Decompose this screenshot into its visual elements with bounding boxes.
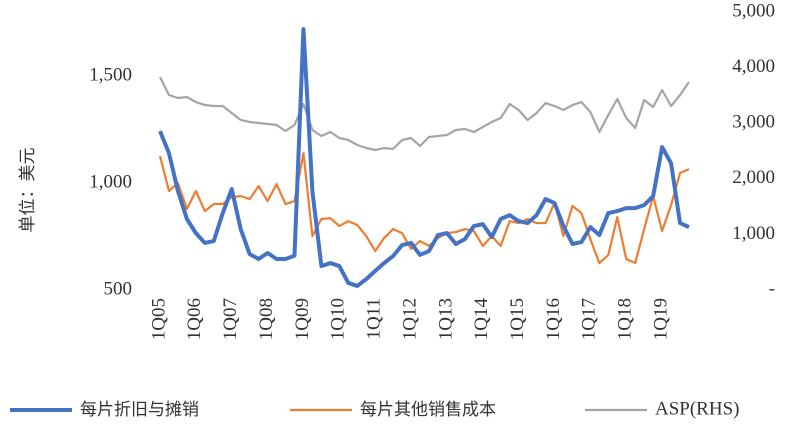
x-tick-label: 1Q06 [184,298,205,340]
y2-tick-label: 3,000 [732,112,775,133]
x-tick-label: 1Q11 [364,298,385,340]
legend-label: 每片折旧与摊销 [80,400,199,420]
series-line [158,27,690,288]
x-tick-label: 1Q17 [579,298,600,340]
x-tick-label: 1Q07 [220,298,241,340]
x-tick-label: 1Q18 [615,298,636,340]
y-axis-title: 单位：美元 [18,148,38,233]
y-tick-label: 1,500 [89,65,132,86]
y2-tick-label: 5,000 [732,0,775,21]
x-tick-label: 1Q15 [507,298,528,340]
y2-tick-label: 4,000 [732,56,775,77]
x-tick-label: 1Q13 [435,298,456,340]
y2-tick-label: 2,000 [732,167,775,188]
y2-tick-label: - [769,278,775,299]
series-line [159,76,690,152]
x-tick-label: 1Q19 [650,298,671,340]
x-tick-label: 1Q10 [328,298,349,340]
series-line [158,152,690,265]
x-tick-label: 1Q09 [292,298,313,340]
x-tick-label: 1Q12 [399,298,420,340]
legend-label: 每片其他销售成本 [360,400,496,420]
x-tick-label: 1Q05 [148,298,169,340]
x-tick-label: 1Q16 [543,298,564,340]
x-tick-label: 1Q14 [471,298,492,341]
x-tick-label: 1Q08 [256,298,277,340]
legend-label: ASP(RHS) [655,398,739,419]
y-tick-label: 1,000 [89,171,132,192]
y-tick-label: 500 [104,278,133,299]
y2-tick-label: 1,000 [732,223,775,244]
